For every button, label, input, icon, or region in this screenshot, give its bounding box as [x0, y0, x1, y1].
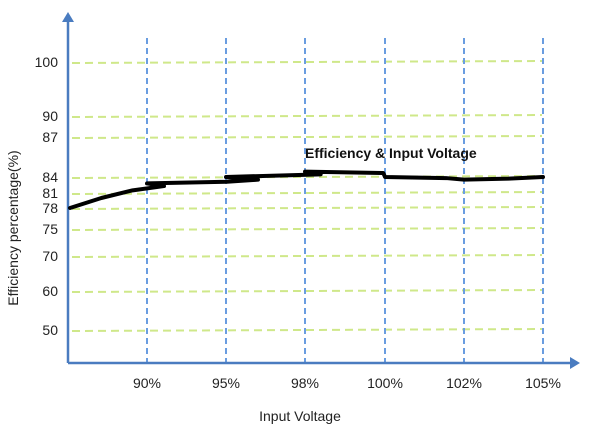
x-tick-label: 105% [525, 375, 561, 391]
x-tick-label: 98% [291, 375, 319, 391]
series-data-point [145, 181, 149, 185]
y-tick-label: 84 [42, 169, 58, 185]
y-tick-label: 60 [42, 283, 58, 299]
y-axis-arrow-icon [62, 12, 74, 22]
horizontal-gridline [71, 206, 543, 210]
series-data-point [462, 178, 466, 182]
horizontal-gridline [71, 135, 543, 139]
series-data-point [444, 176, 448, 180]
horizontal-gridline [71, 328, 543, 332]
series-data-point [507, 177, 511, 181]
chart-title: Efficiency & Input Voltage [305, 145, 477, 161]
grid-layer [71, 38, 544, 363]
series-data-point [162, 184, 166, 188]
x-axis-label: Input Voltage [259, 408, 341, 424]
series-data-point [303, 170, 307, 174]
series-data-point [225, 180, 229, 184]
y-tick-label: 100 [35, 54, 59, 70]
y-tick-label: 90 [42, 108, 58, 124]
y-axis-label: Efficiency percentage(%) [5, 150, 21, 305]
y-tick-label: 87 [42, 129, 58, 145]
horizontal-gridline [71, 114, 543, 118]
series-data-point [99, 196, 103, 200]
x-tick-label: 90% [133, 375, 161, 391]
series-data-point [68, 206, 72, 210]
y-tick-label: 81 [42, 185, 58, 201]
series-data-point [224, 175, 228, 179]
x-tick-label: 100% [367, 375, 403, 391]
horizontal-gridline [71, 289, 543, 293]
series-data-point [541, 175, 545, 179]
horizontal-gridline [71, 191, 543, 195]
series-data-point [256, 178, 260, 182]
y-tick-label: 75 [42, 221, 58, 237]
x-axis-arrow-icon [570, 357, 580, 369]
series-data-point [319, 172, 323, 176]
series-layer [68, 169, 545, 210]
horizontal-gridline [71, 254, 543, 258]
series-data-point [381, 171, 385, 175]
axis-layer [62, 12, 580, 369]
y-tick-label: 70 [42, 248, 58, 264]
horizontal-gridline [71, 175, 543, 179]
horizontal-gridline [71, 60, 543, 64]
x-tick-label: 95% [212, 375, 240, 391]
series-data-point [383, 175, 387, 179]
efficiency-series-line [68, 169, 545, 210]
x-tick-label: 102% [446, 375, 482, 391]
horizontal-gridline [71, 227, 543, 231]
y-tick-label: 50 [42, 322, 58, 338]
y-tick-label: 78 [42, 200, 58, 216]
series-data-point [131, 188, 135, 192]
